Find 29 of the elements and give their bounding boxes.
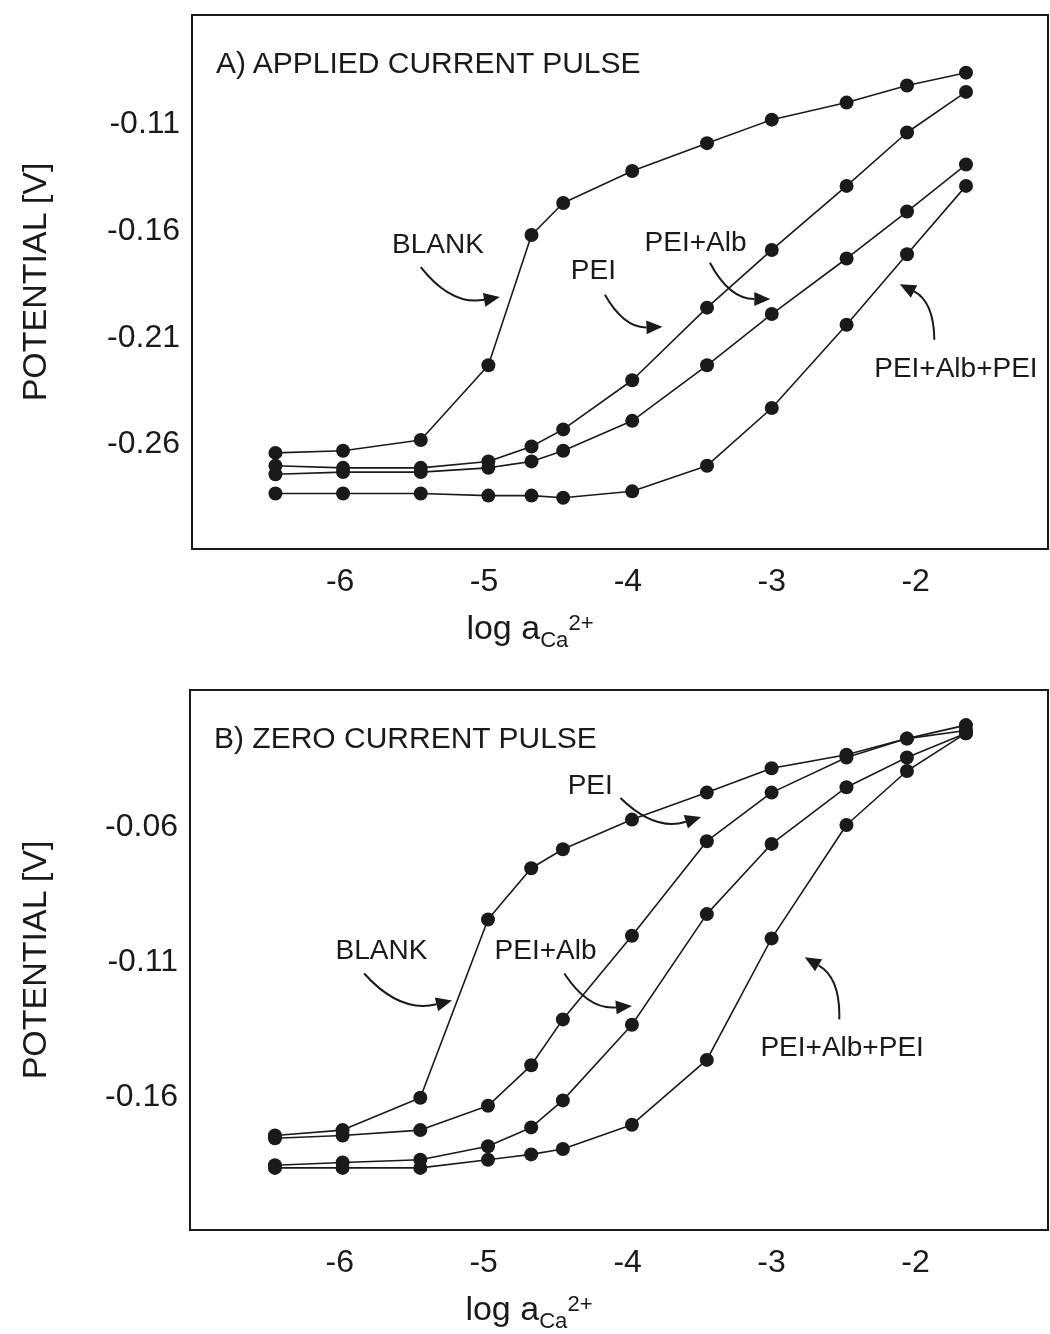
x-tick-label: -6 bbox=[325, 1243, 354, 1279]
y-tick-label: -0.11 bbox=[107, 942, 178, 979]
x-tick-label: -4 bbox=[613, 1243, 642, 1279]
x-tick-label: -2 bbox=[901, 562, 930, 598]
y-tick-label: -0.16 bbox=[107, 210, 180, 247]
y-tick-label: -0.21 bbox=[107, 317, 180, 354]
x-tick-label: -2 bbox=[901, 1243, 930, 1279]
x-tick-label: -6 bbox=[325, 562, 355, 598]
x-tick-label: -5 bbox=[469, 1243, 498, 1279]
y-axis-title: POTENTIAL [V] bbox=[15, 162, 53, 402]
annotation: PEI+Alb+PEI bbox=[874, 352, 1038, 384]
y-tick-label: -0.16 bbox=[105, 1077, 178, 1114]
y-tick-label: -0.06 bbox=[105, 807, 178, 844]
y-tick-label: -0.11 bbox=[109, 104, 180, 140]
x-tick-label: -5 bbox=[469, 562, 499, 598]
x-tick-label: -4 bbox=[613, 562, 643, 598]
annotation: PEI bbox=[567, 769, 613, 801]
annotation: PEI bbox=[570, 253, 616, 285]
annotation: BLANK bbox=[335, 934, 428, 965]
annotation: BLANK bbox=[392, 228, 485, 260]
x-tick-label: -3 bbox=[757, 1243, 786, 1279]
text: B) ZERO CURRENT PULSE bbox=[214, 721, 597, 754]
y-axis-title: POTENTIAL [V] bbox=[15, 840, 53, 1080]
annotation: PEI+Alb bbox=[494, 934, 597, 965]
y-tick-label: -0.26 bbox=[107, 424, 180, 461]
x-tick-label: -3 bbox=[757, 562, 786, 598]
annotation: PEI+Alb bbox=[644, 226, 747, 258]
annotation: PEI+Alb+PEI bbox=[760, 1031, 924, 1063]
text: A) APPLIED CURRENT PULSE bbox=[216, 46, 641, 79]
